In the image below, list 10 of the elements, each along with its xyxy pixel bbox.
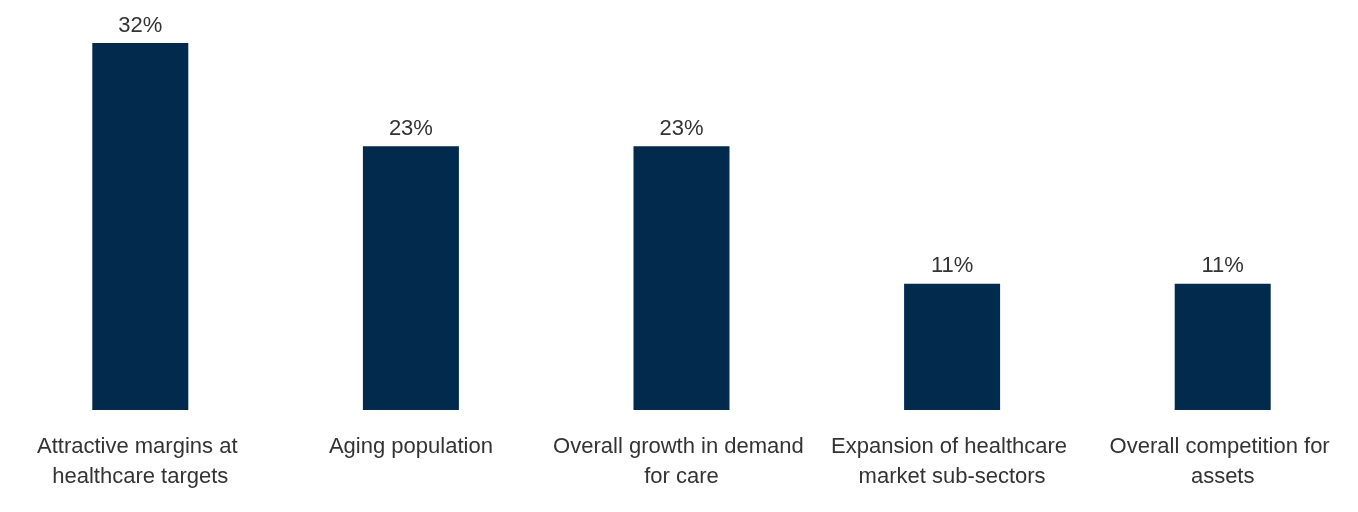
data-label: 11% <box>1201 252 1244 278</box>
data-label: 11% <box>930 252 974 278</box>
x-tick-label: Aging population <box>328 432 493 458</box>
data-label: 23% <box>388 114 433 140</box>
x-tick-label: Overall competition for assets <box>1109 432 1336 488</box>
x-tick-label: Attractive margins at healthcare targets <box>36 432 244 488</box>
data-label: 32% <box>118 11 163 37</box>
x-tick-label: Overall growth in demand for care <box>553 432 810 488</box>
x-tick-label: Expansion of healthcare market sub-sectors <box>831 432 1074 488</box>
data-label: 23% <box>659 114 704 140</box>
